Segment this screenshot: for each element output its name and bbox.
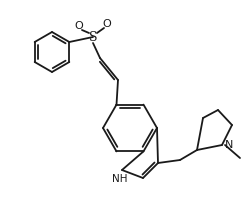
Text: S: S (88, 31, 97, 44)
Text: NH: NH (112, 174, 127, 184)
Text: O: O (74, 21, 83, 31)
Text: N: N (224, 140, 232, 150)
Text: O: O (102, 19, 111, 29)
